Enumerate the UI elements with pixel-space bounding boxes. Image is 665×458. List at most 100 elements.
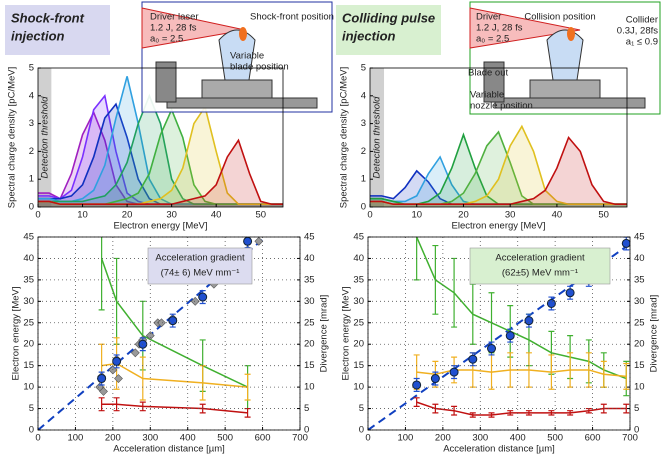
annotation: 1.2 J, 28 fs [150, 23, 197, 34]
y-tick-label: 10 [353, 382, 364, 393]
plasma [567, 27, 575, 41]
annotation: 1.2 J, 28 fs [476, 23, 523, 34]
x-tick-label: 40 [211, 210, 222, 221]
plot-frame [369, 67, 628, 208]
y-tick-label: 5 [29, 63, 34, 74]
annotation: Blade out [468, 68, 509, 79]
threshold-label: Detection threshold [372, 96, 383, 179]
annotation: blade position [230, 62, 289, 73]
x-axis-label: Electron energy [MeV] [114, 221, 208, 232]
energy-point [430, 374, 440, 384]
energy-point [243, 237, 253, 246]
x-tick-label: 400 [180, 433, 196, 444]
energy-point [524, 316, 534, 326]
annotation: a₁ ≤ 0.9 [626, 37, 658, 48]
y-tick-label: 40 [353, 253, 364, 264]
x-tick-label: 700 [622, 433, 638, 444]
y2-tick-label: 40 [304, 253, 315, 264]
y-tick-label: 5 [29, 403, 34, 414]
energy-point [449, 367, 459, 377]
plot-frame [37, 67, 284, 208]
x-tick-label: 500 [217, 433, 233, 444]
x-tick-label: 200 [105, 433, 121, 444]
error-bar [525, 410, 532, 416]
panel: 0 10 20 30 40 50 0 1 2 3 4 5 Electron energy [MeV] Sp… [5, 1, 334, 232]
error-bar [600, 403, 607, 414]
annotation: nozzle position [470, 101, 533, 112]
error-bar [507, 410, 514, 416]
x-tick-label: 40 [552, 210, 563, 221]
spectrum-band [370, 156, 627, 207]
divergence-line [416, 401, 627, 416]
spectrum-band [38, 109, 283, 207]
y2-axis-label: Divergence [mrad] [319, 295, 330, 373]
title-box [5, 5, 110, 55]
x-tick-label: 300 [142, 433, 158, 444]
panel-title: injection [342, 28, 396, 43]
panel: 0 100 200 300 400 500 600 700051015202530354045… [341, 232, 660, 455]
diamond-point [190, 296, 200, 306]
y-tick-label: 0 [29, 425, 34, 436]
y-tick-label: 20 [353, 339, 364, 350]
y-tick-label: 40 [23, 253, 34, 264]
energy-point [546, 298, 556, 308]
plot-frame [37, 236, 301, 431]
x-tick-label: 100 [397, 433, 413, 444]
y2-tick-label: 35 [634, 274, 645, 285]
y2-tick-label: 15 [304, 360, 315, 371]
energy-point [487, 344, 497, 354]
annotation: Collision position [524, 12, 595, 23]
y-tick-label: 2 [361, 146, 366, 157]
nozzle [201, 79, 273, 99]
annotation: Acceleration gradient [155, 253, 245, 264]
error-bar [98, 237, 105, 311]
y2-tick-label: 25 [304, 317, 315, 328]
annotation: a₀ = 2.5 [150, 34, 183, 45]
panel-title: Colliding pulse [342, 10, 435, 25]
error-bar [139, 356, 146, 401]
spectrum-band [370, 126, 627, 207]
x-axis-label: Acceleration distance [µm] [113, 444, 225, 455]
y-axis-label: Spectral charge density [pC/MeV] [7, 67, 18, 209]
y-axis-label: Electron energy [MeV] [341, 287, 352, 381]
annotation-box [147, 247, 253, 285]
x-tick-label: 100 [67, 433, 83, 444]
threshold-label: Detection threshold [40, 96, 51, 179]
spectrum-band [38, 95, 283, 207]
diamond-point [145, 331, 155, 341]
y2-tick-label: 0 [634, 425, 639, 436]
annotation: Driver [476, 12, 501, 23]
y-axis-label: Spectral charge density [pC/MeV] [339, 67, 350, 209]
y-tick-label: 5 [361, 63, 366, 74]
y-tick-label: 0 [361, 202, 366, 213]
y2-tick-label: 45 [304, 232, 315, 243]
error-bar [139, 401, 146, 412]
annotation: 0.3J, 28fs [617, 26, 658, 37]
base [494, 97, 646, 109]
y2-tick-label: 30 [634, 296, 645, 307]
y-tick-label: 0 [29, 202, 34, 213]
annotation: Acceleration gradient [495, 253, 585, 264]
y-tick-label: 1 [29, 174, 34, 185]
diamond-point [157, 318, 166, 328]
x-tick-label: 20 [122, 210, 133, 221]
x-tick-label: 600 [255, 433, 271, 444]
x-axis-label: Electron energy [MeV] [452, 221, 546, 232]
threshold-band [38, 68, 52, 207]
x-tick-label: 30 [166, 210, 177, 221]
x-tick-label: 700 [292, 433, 308, 444]
y2-tick-label: 10 [634, 382, 645, 393]
plot-clip [38, 237, 267, 430]
error-bar [567, 410, 574, 416]
y-tick-label: 25 [23, 317, 34, 328]
title-box [336, 5, 441, 55]
x-tick-label: 0 [365, 433, 370, 444]
x-tick-label: 0 [35, 210, 40, 221]
error-bar [488, 412, 495, 418]
panel: 0 10 20 30 40 50 0 1 2 3 4 5 Electron energy [MeV] Sp… [336, 1, 661, 232]
y-tick-label: 4 [361, 90, 366, 101]
x-tick-label: 200 [435, 433, 451, 444]
y-tick-label: 25 [353, 317, 364, 328]
energy-point [112, 356, 122, 366]
